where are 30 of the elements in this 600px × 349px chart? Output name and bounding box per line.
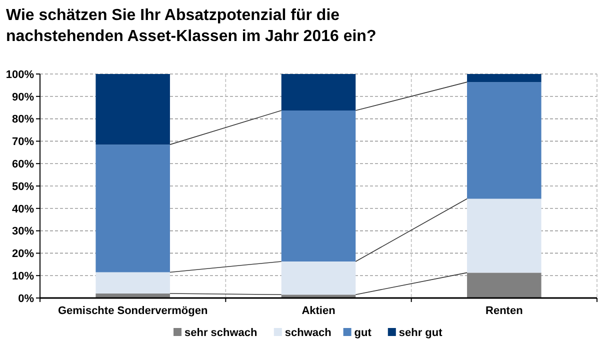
bar — [96, 272, 170, 294]
y-tick-label: 50% — [12, 180, 34, 193]
bar — [281, 110, 356, 262]
legend-label: sehr gut — [398, 327, 443, 339]
y-tick-label: 60% — [12, 158, 34, 170]
legend-label: sehr schwach — [184, 327, 258, 339]
bar — [467, 74, 542, 82]
y-tick-label: 100% — [6, 68, 34, 81]
bar — [467, 198, 542, 273]
bar — [96, 294, 170, 298]
bar — [96, 144, 170, 272]
y-tick-label: 90% — [12, 91, 34, 104]
y-tick-label: 10% — [12, 270, 34, 282]
legend-label: gut — [354, 327, 372, 339]
chart-title: Wie schätzen Sie Ihr Absatzpotenzial für die nachstehenden Asset-Klassen im Jahr 2016 ein? — [6, 7, 376, 45]
bar — [467, 272, 542, 298]
x-tick-label: Aktien — [302, 305, 336, 317]
legend-label: schwach — [284, 327, 332, 339]
y-tick-label: 20% — [12, 248, 34, 260]
bar — [281, 261, 356, 295]
y-tick-label: 0% — [18, 292, 34, 305]
bar — [467, 82, 542, 199]
y-tick-label: 80% — [12, 114, 34, 126]
bar — [281, 74, 356, 111]
y-tick-label: 40% — [12, 203, 34, 216]
x-tick-label: Renten — [486, 305, 524, 317]
x-tick-label: Gemischte Sondervermögen — [58, 305, 208, 317]
bar — [96, 74, 170, 145]
y-tick-label: 70% — [12, 136, 34, 148]
y-tick-label: 30% — [12, 226, 34, 238]
